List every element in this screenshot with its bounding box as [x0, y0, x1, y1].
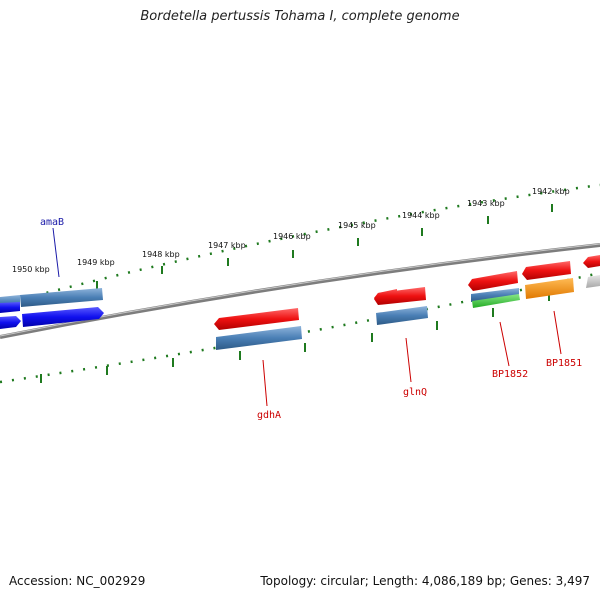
genome-summary-text: Topology: circular; Length: 4,086,189 bp… — [260, 574, 590, 588]
gene-arrow-green[interactable] — [472, 294, 520, 308]
gene-arrow-red[interactable] — [522, 261, 571, 280]
tick-ring-outer — [0, 183, 600, 307]
gene-arrow-blue[interactable] — [0, 302, 20, 313]
accession-text: Accession: NC_002929 — [9, 574, 146, 588]
kbp-label: 1948 kbp — [142, 250, 180, 259]
gene-label-glnQ: glnQ — [403, 387, 427, 398]
kbp-label: 1942 kbp — [532, 187, 570, 196]
kbp-label: 1943 kbp — [467, 199, 505, 208]
gene-arrow-red[interactable] — [468, 271, 518, 291]
gene-arrow-grey[interactable] — [586, 275, 600, 288]
gene-labels: amaB gdhA glnQ BP1852 BP1851 — [40, 217, 582, 421]
gene-arrow-steel[interactable] — [216, 326, 302, 350]
gene-arrow-steel[interactable] — [20, 288, 103, 307]
genes-forward[interactable] — [0, 255, 600, 309]
gene-label-BP1852: BP1852 — [492, 369, 528, 380]
map-title: Bordetella pertussis Tohama I, complete … — [140, 9, 460, 24]
gene-arrow-red[interactable] — [214, 308, 299, 330]
kbp-label: 1946 kbp — [273, 232, 311, 241]
gene-label-BP1851: BP1851 — [546, 358, 582, 369]
gene-label-gdhA: gdhA — [257, 410, 281, 421]
tick-ring-inner — [0, 271, 600, 384]
gene-arrow-blue[interactable] — [22, 307, 104, 327]
major-ticks-inner — [40, 292, 550, 383]
gene-arrow-orange[interactable] — [525, 278, 574, 299]
gene-arrow-steel[interactable] — [376, 306, 428, 325]
gene-arrow-blue[interactable] — [0, 316, 21, 329]
gene-arrow-steel[interactable] — [471, 288, 519, 302]
gene-arrow-red[interactable] — [583, 255, 600, 268]
genome-backbone — [0, 243, 600, 339]
kbp-label: 1947 kbp — [208, 241, 246, 250]
label-leaders — [52, 227, 562, 407]
kbp-label: 1950 kbp — [12, 265, 50, 274]
kbp-label: 1944 kbp — [402, 211, 440, 220]
genes-reverse[interactable] — [0, 275, 600, 350]
kbp-labels: 1950 kbp 1949 kbp 1948 kbp 1947 kbp 1946… — [12, 187, 570, 274]
gene-arrow-red[interactable] — [374, 287, 426, 305]
kbp-label: 1949 kbp — [77, 258, 115, 267]
kbp-label: 1945 kbp — [338, 221, 376, 230]
gene-label-amaB: amaB — [40, 217, 64, 228]
